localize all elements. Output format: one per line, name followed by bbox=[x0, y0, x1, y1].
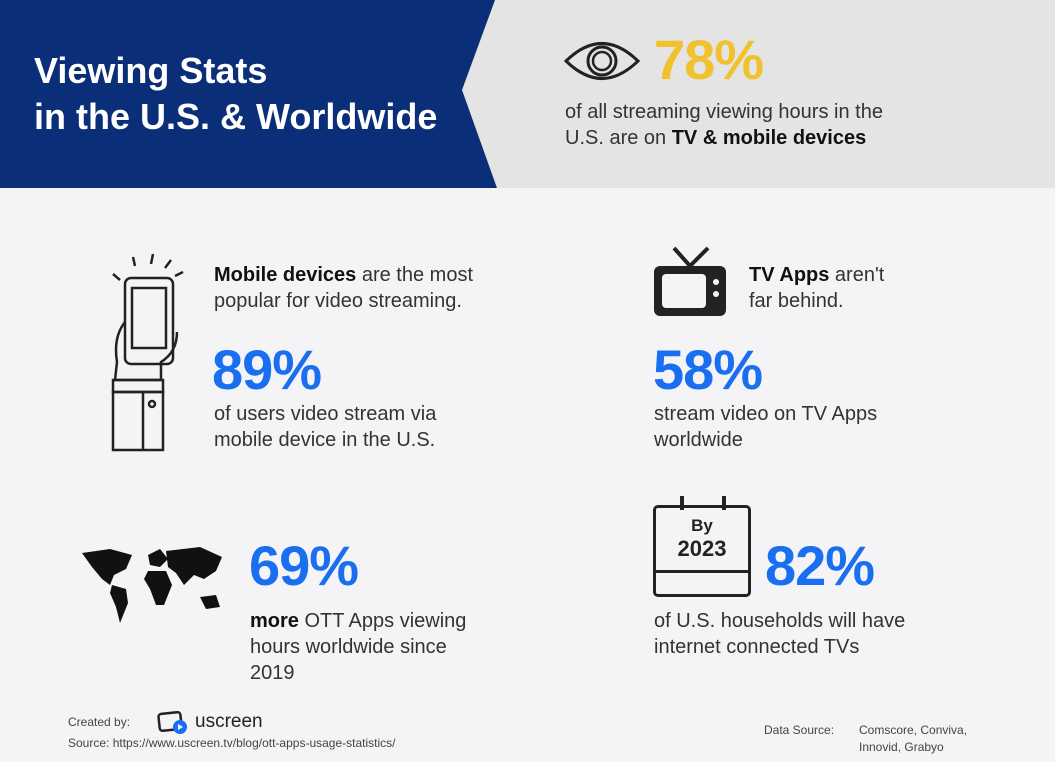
calendar-year: 2023 bbox=[677, 536, 727, 561]
world-map-icon bbox=[82, 547, 222, 623]
hand-phone-icon bbox=[111, 253, 184, 452]
uscreen-brand: uscreen bbox=[195, 711, 263, 732]
homes-desc: of U.S. households will have internet con… bbox=[654, 610, 906, 658]
tv-icon bbox=[654, 246, 726, 316]
eye-icon bbox=[563, 42, 641, 80]
page-title: Viewing Stats in the U.S. & Worldwide bbox=[34, 50, 438, 137]
data-source-list: Comscore, Conviva, Innovid, Grabyo bbox=[859, 723, 968, 754]
source-link[interactable]: Source: https://www.uscreen.tv/blog/ott-… bbox=[68, 736, 396, 750]
navy-panel bbox=[0, 0, 497, 188]
hero-text: of all streaming viewing hours in the U.S… bbox=[565, 101, 883, 149]
header-banner: Viewing Stats in the U.S. & Worldwide 78%… bbox=[0, 0, 1055, 188]
calendar-by: By bbox=[691, 516, 713, 535]
mobile-heading: Mobile devices are the most popular for v… bbox=[214, 264, 473, 312]
calendar-icon: By 2023 bbox=[653, 496, 751, 597]
homes-value: 82% bbox=[765, 534, 875, 597]
data-source-label: Data Source: bbox=[764, 723, 835, 737]
created-by-label: Created by: bbox=[68, 715, 131, 729]
hero-value: 78% bbox=[654, 28, 764, 91]
ott-value: 69% bbox=[249, 534, 359, 597]
tv-desc: stream video on TV Apps worldwide bbox=[654, 403, 878, 451]
uscreen-logo-icon bbox=[157, 711, 187, 734]
mobile-value: 89% bbox=[212, 338, 322, 401]
mobile-desc: of users video stream via mobile device i… bbox=[214, 403, 437, 451]
ott-desc: more OTT Apps viewing hours worldwide sin… bbox=[250, 610, 467, 684]
tv-heading: TV Apps aren't far behind. bbox=[749, 264, 885, 312]
tv-value: 58% bbox=[653, 338, 763, 401]
